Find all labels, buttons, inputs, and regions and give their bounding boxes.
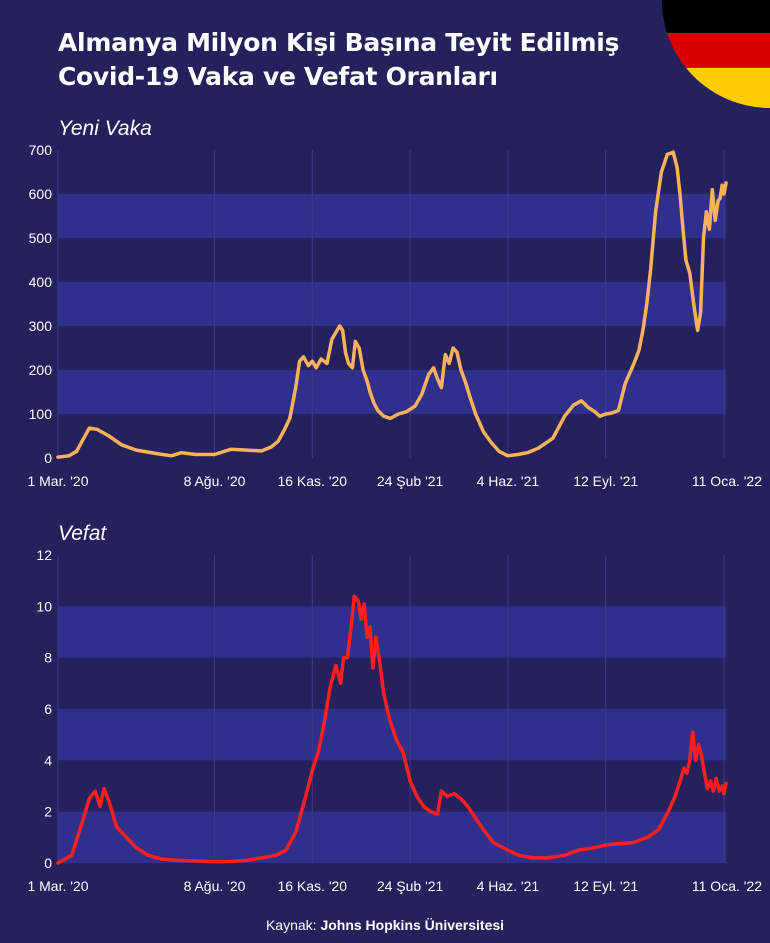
deaths-x-tick-label: 4 Haz. '21 (477, 878, 540, 894)
deaths-y-tick-label: 4 (44, 752, 52, 768)
page-title: Almanya Milyon Kişi Başına Teyit Edilmiş… (58, 26, 658, 94)
cases-band (58, 370, 726, 414)
deaths-y-tick-label: 8 (44, 650, 52, 666)
deaths-chart-title: Vefat (58, 522, 107, 545)
cases-y-tick-label: 400 (29, 274, 53, 290)
cases-chart: 0 100 200 300 400 500 600 700 1 Mar. '20 8 Ağu. '… (27, 142, 762, 489)
cases-y-tick-label: 700 (29, 142, 53, 158)
cases-x-tick-label: 4 Haz. '21 (477, 473, 540, 489)
cases-x-tick-label: 24 Şub '21 (377, 473, 444, 489)
source-name: Johns Hopkins Üniversitesi (320, 917, 505, 933)
cases-series-line (56, 150, 728, 459)
deaths-chart: 0 2 4 6 8 10 12 1 Mar. '20 8 Ağu. '20 16 Kas. '20… (27, 547, 762, 894)
deaths-x-tick-label: 8 Ağu. '20 (184, 878, 246, 894)
cases-chart-title: Yeni Vaka (58, 117, 152, 140)
deaths-series-line (56, 594, 728, 865)
flag-stripe-black (662, 0, 770, 33)
cases-y-tick-label: 0 (44, 450, 52, 466)
deaths-x-tick-label: 11 Oca. '22 (692, 878, 762, 894)
deaths-x-tick-label: 1 Mar. '20 (27, 878, 88, 894)
deaths-y-tick-label: 2 (44, 804, 52, 820)
source-credit: Kaynak: Johns Hopkins Üniversitesi (0, 917, 770, 933)
deaths-x-tick-label: 24 Şub '21 (377, 878, 444, 894)
cases-y-tick-label: 500 (29, 230, 53, 246)
cases-y-tick-label: 200 (29, 362, 53, 378)
deaths-y-tick-label: 12 (36, 547, 52, 563)
source-label: Kaynak: (265, 917, 317, 933)
cases-x-tick-label: 11 Oca. '22 (692, 473, 762, 489)
deaths-y-tick-label: 6 (44, 701, 52, 717)
germany-flag-icon (662, 0, 770, 108)
deaths-y-tick-label: 10 (36, 598, 52, 614)
deaths-band (58, 709, 726, 761)
cases-band (58, 282, 726, 326)
flag-stripe-red (662, 33, 770, 68)
deaths-band (58, 811, 726, 863)
flag-stripe-gold (662, 68, 770, 108)
cases-x-tick-label: 16 Kas. '20 (277, 473, 347, 489)
deaths-x-tick-label: 16 Kas. '20 (277, 878, 347, 894)
cases-y-tick-label: 600 (29, 186, 53, 202)
cases-x-tick-label: 8 Ağu. '20 (184, 473, 246, 489)
cases-y-tick-label: 300 (29, 318, 53, 334)
deaths-y-tick-label: 0 (44, 855, 52, 871)
cases-y-tick-label: 100 (29, 406, 53, 422)
deaths-band (58, 606, 726, 658)
cases-x-tick-label: 12 Eyl. '21 (573, 473, 638, 489)
deaths-x-tick-label: 12 Eyl. '21 (573, 878, 638, 894)
title-line-2: Covid-19 Vaka ve Vefat Oranları (58, 62, 498, 91)
cases-band (58, 194, 726, 238)
title-line-1: Almanya Milyon Kişi Başına Teyit Edilmiş (58, 28, 620, 57)
cases-x-tick-label: 1 Mar. '20 (27, 473, 88, 489)
